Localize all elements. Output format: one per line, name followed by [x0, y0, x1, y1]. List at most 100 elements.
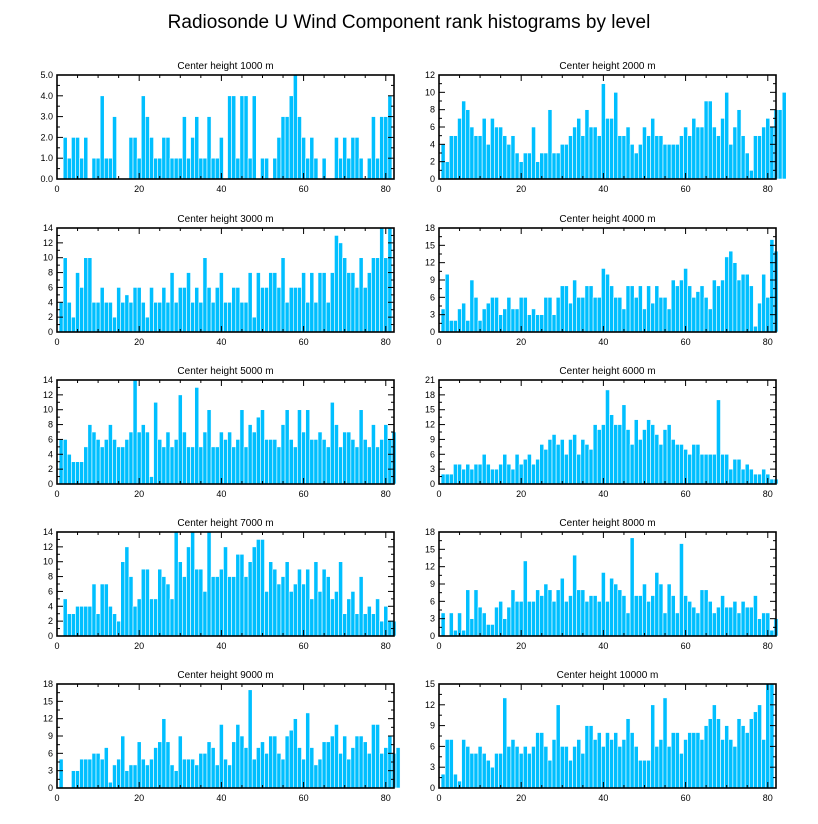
bar — [605, 389, 610, 485]
y-tick-label: 10 — [43, 253, 53, 263]
x-tick-label: 60 — [681, 184, 691, 194]
bar — [658, 739, 664, 789]
bar — [366, 157, 372, 180]
bar — [79, 758, 85, 789]
bar — [679, 543, 684, 637]
bar — [625, 718, 631, 789]
bar — [71, 137, 76, 180]
bar — [383, 747, 389, 789]
bar — [239, 95, 245, 180]
bar — [584, 601, 590, 637]
bar — [490, 468, 495, 485]
bar — [206, 287, 212, 333]
bar — [440, 473, 446, 485]
x-tick-label: 40 — [598, 641, 608, 651]
bar — [91, 753, 97, 789]
bar — [206, 409, 212, 485]
bar — [190, 446, 195, 485]
bar — [568, 759, 573, 789]
bar — [469, 468, 475, 485]
panel-title: Center height 8000 m — [559, 518, 655, 529]
bar — [592, 595, 598, 637]
y-tick-label: 4 — [48, 601, 53, 611]
y-tick-label: 18 — [425, 223, 435, 233]
bar — [613, 92, 619, 180]
bar — [362, 741, 368, 789]
bar — [66, 301, 72, 333]
bar — [182, 431, 187, 485]
y-tick-label: 10 — [43, 405, 53, 415]
bar — [547, 589, 553, 637]
bar — [103, 747, 109, 789]
bar — [514, 453, 520, 485]
y-tick-label: 0 — [430, 479, 435, 489]
bar — [695, 732, 701, 789]
bar — [592, 424, 598, 485]
x-tick-label: 60 — [299, 337, 309, 347]
x-tick-label: 0 — [436, 641, 441, 651]
bar — [95, 439, 101, 485]
bar — [498, 126, 504, 180]
bar — [629, 732, 635, 789]
bar — [140, 758, 146, 789]
bar — [613, 732, 619, 789]
bar — [239, 553, 245, 637]
bar — [453, 773, 458, 789]
bar — [494, 606, 499, 637]
bar — [161, 718, 167, 789]
bar — [62, 598, 68, 637]
bar — [728, 468, 734, 485]
bar — [506, 606, 512, 637]
bar — [169, 272, 175, 333]
bar — [284, 409, 290, 485]
bar — [477, 606, 483, 637]
bar — [457, 118, 462, 180]
bar — [145, 316, 150, 333]
bar — [358, 257, 364, 333]
bar — [288, 591, 294, 637]
bar — [572, 434, 577, 485]
bar — [206, 531, 212, 637]
bar — [153, 401, 158, 485]
bar — [662, 429, 668, 485]
bar — [309, 598, 315, 637]
bar — [231, 446, 237, 485]
x-tick-label: 0 — [54, 793, 59, 803]
bar — [687, 285, 693, 333]
bar — [239, 735, 245, 789]
y-tick-label: 21 — [425, 375, 435, 385]
bar — [572, 746, 577, 789]
bar — [543, 746, 549, 789]
bar — [157, 157, 163, 180]
bar — [202, 157, 208, 180]
bar — [675, 285, 680, 333]
bar — [625, 429, 631, 485]
bar — [140, 568, 146, 637]
bar — [395, 747, 401, 789]
bar — [744, 152, 750, 180]
bar — [177, 735, 183, 789]
y-tick-label: 10 — [43, 557, 53, 567]
bar — [75, 461, 80, 485]
bar — [103, 157, 109, 180]
bar — [564, 285, 569, 333]
bar — [317, 758, 323, 789]
bar — [592, 297, 598, 333]
y-tick-label: 0 — [430, 631, 435, 641]
bar — [321, 439, 327, 485]
bar — [334, 235, 339, 333]
bar — [71, 613, 76, 637]
bar — [182, 116, 187, 180]
bar — [448, 320, 454, 333]
bar — [761, 612, 767, 637]
ticks: 0 20 40 60 80 0 2 4 6 8 10 12 14 — [43, 527, 394, 651]
y-tick-label: 9 — [48, 731, 53, 741]
bar — [670, 595, 676, 637]
y-tick-label: 12 — [43, 238, 53, 248]
panel-3: Center height 3000 m 0 20 40 60 80 0 2 4 6 8 10 12 14 — [43, 214, 395, 347]
bar — [83, 605, 89, 637]
y-tick-label: 6 — [48, 586, 53, 596]
bar — [235, 157, 241, 180]
bar — [313, 301, 319, 333]
bar — [662, 697, 668, 789]
